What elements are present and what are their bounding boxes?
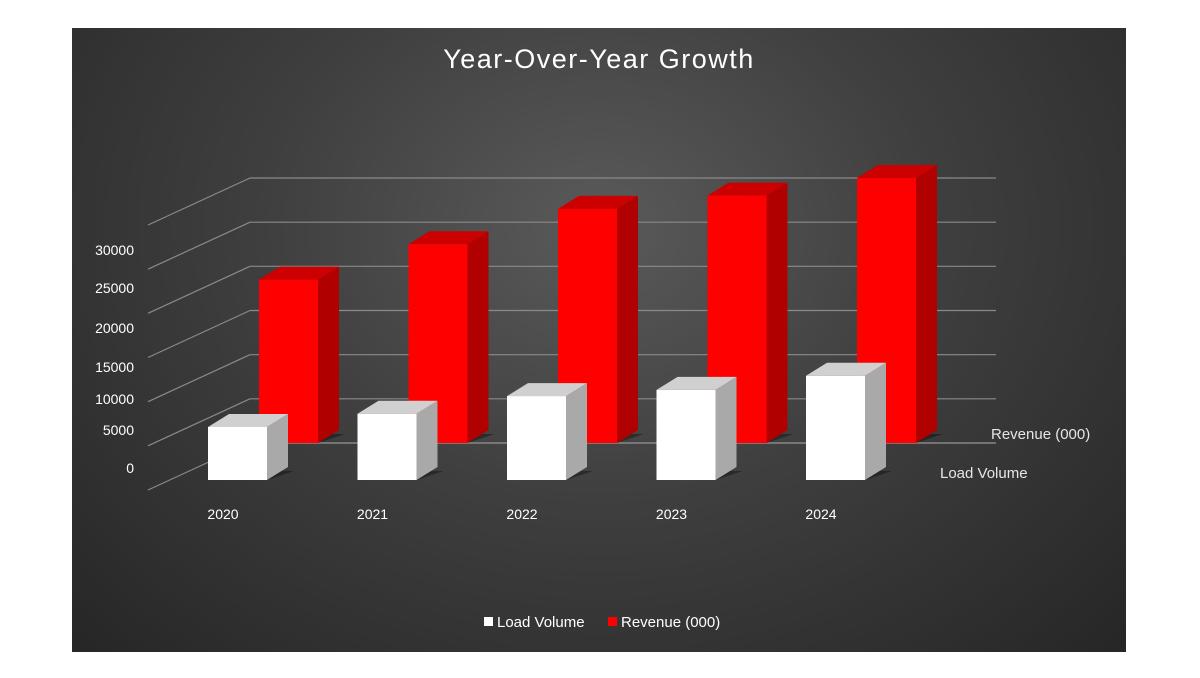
legend-swatch bbox=[484, 617, 493, 626]
bar-load-volume bbox=[656, 376, 743, 480]
y-tick-label: 20000 bbox=[95, 320, 134, 336]
y-tick-label: 0 bbox=[126, 460, 134, 476]
y-tick-label: 30000 bbox=[95, 242, 134, 258]
gridline-side bbox=[147, 177, 251, 226]
y-tick-label: 10000 bbox=[95, 391, 134, 407]
x-tick-label: 2021 bbox=[357, 506, 388, 522]
chart-title: Year-Over-Year Growth bbox=[443, 44, 755, 74]
legend-label: Load Volume bbox=[497, 614, 585, 631]
bar-load-volume bbox=[357, 400, 444, 480]
x-tick-label: 2024 bbox=[805, 506, 836, 522]
bar-load-volume bbox=[208, 414, 294, 480]
x-tick-label: 2020 bbox=[207, 506, 238, 522]
bar-revenue bbox=[857, 165, 943, 443]
depth-axis-label: Load Volume bbox=[940, 465, 1028, 482]
legend-label: Revenue (000) bbox=[621, 614, 720, 631]
gridline-side bbox=[147, 265, 251, 314]
legend-swatch bbox=[608, 617, 617, 626]
chart-panel: Year-Over-Year Growth 0 5000 10000 15000 200… bbox=[72, 28, 1126, 652]
bar-load-volume bbox=[806, 362, 892, 480]
gridline-side bbox=[147, 398, 251, 447]
gridline-side bbox=[147, 354, 251, 403]
gridline-side bbox=[147, 221, 251, 270]
chart-plot: 0 5000 10000 15000 20000 25000 30000 2020 2021 2… bbox=[95, 165, 1090, 631]
gridline-side bbox=[147, 309, 251, 359]
x-tick-label: 2023 bbox=[656, 506, 687, 522]
y-tick-label: 15000 bbox=[95, 359, 134, 375]
y-tick-label: 25000 bbox=[95, 280, 134, 296]
bar-load-volume bbox=[507, 383, 593, 480]
depth-axis-label: Revenue (000) bbox=[991, 426, 1090, 443]
x-tick-label: 2022 bbox=[506, 506, 537, 522]
y-tick-label: 5000 bbox=[103, 422, 134, 438]
